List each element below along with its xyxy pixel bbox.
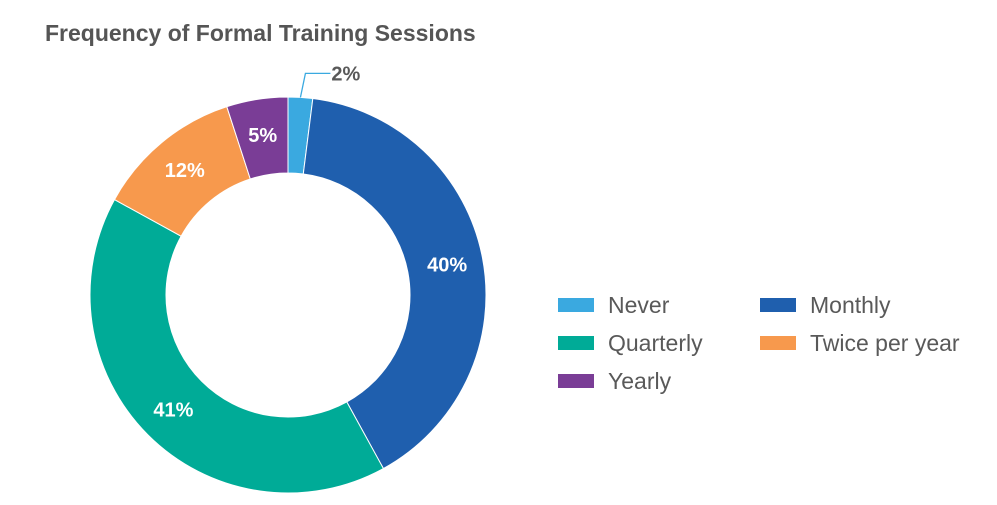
slice-quarterly (89, 198, 385, 494)
legend-swatch-monthly (760, 298, 796, 312)
slice-label-yearly: 5% (248, 125, 277, 147)
legend-item-quarterly: Quarterly (558, 328, 703, 358)
slice-monthly (302, 98, 487, 470)
slice-label-never: 2% (331, 63, 360, 85)
legend-item-yearly: Yearly (558, 366, 671, 396)
slice-labels: 2% 40% 41% 12% 5% (153, 63, 467, 421)
legend-swatch-yearly (558, 374, 594, 388)
legend-label-yearly: Yearly (608, 367, 672, 394)
chart-title: Frequency of Formal Training Sessions (45, 20, 476, 46)
slice-label-quarterly: 41% (153, 400, 193, 422)
legend-swatch-never (558, 298, 594, 312)
slice-label-monthly: 40% (427, 255, 467, 277)
chart-legend: Never Monthly Quarterly Twice per year Yearl… (558, 290, 988, 410)
legend-label-monthly: Monthly (810, 291, 891, 318)
callout-line-never (299, 72, 331, 98)
donut-slices (89, 96, 487, 494)
legend-label-quarterly: Quarterly (608, 329, 703, 356)
legend-item-twice-per-year: Twice per year (760, 328, 960, 358)
legend-item-never: Never (558, 290, 669, 320)
legend-label-twice-per-year: Twice per year (810, 329, 960, 356)
legend-swatch-twice-per-year (760, 336, 796, 350)
legend-item-monthly: Monthly (760, 290, 891, 320)
slice-yearly (226, 96, 289, 180)
slice-label-twice-per-year: 12% (165, 160, 205, 182)
legend-label-never: Never (608, 291, 670, 318)
legend-swatch-quarterly (558, 336, 594, 350)
